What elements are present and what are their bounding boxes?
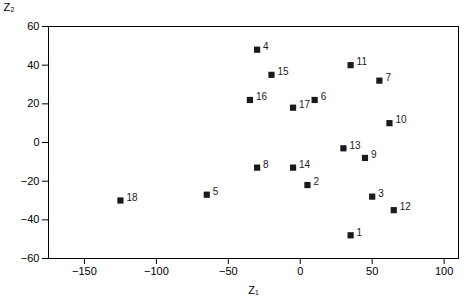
svg-text:−100: −100 bbox=[144, 265, 169, 277]
svg-text:20: 20 bbox=[27, 97, 39, 109]
svg-text:50: 50 bbox=[366, 265, 378, 277]
svg-text:−20: −20 bbox=[21, 175, 40, 187]
svg-text:−50: −50 bbox=[219, 265, 238, 277]
svg-text:Z₂: Z₂ bbox=[4, 1, 15, 13]
svg-text:60: 60 bbox=[27, 20, 39, 32]
svg-text:17: 17 bbox=[299, 99, 311, 110]
svg-text:10: 10 bbox=[395, 114, 407, 125]
svg-text:40: 40 bbox=[27, 59, 39, 71]
svg-text:14: 14 bbox=[299, 159, 311, 170]
svg-text:9: 9 bbox=[371, 149, 377, 160]
svg-text:18: 18 bbox=[126, 192, 138, 203]
svg-text:−150: −150 bbox=[72, 265, 97, 277]
svg-text:4: 4 bbox=[263, 41, 269, 52]
svg-text:100: 100 bbox=[435, 265, 453, 277]
svg-text:0: 0 bbox=[297, 265, 303, 277]
svg-text:−40: −40 bbox=[21, 213, 40, 225]
svg-text:12: 12 bbox=[400, 201, 412, 212]
svg-text:8: 8 bbox=[263, 159, 269, 170]
svg-text:11: 11 bbox=[357, 56, 368, 67]
svg-text:16: 16 bbox=[256, 91, 268, 102]
svg-text:6: 6 bbox=[321, 91, 327, 102]
svg-text:−60: −60 bbox=[21, 252, 40, 264]
svg-text:2: 2 bbox=[313, 176, 319, 187]
svg-text:1: 1 bbox=[357, 227, 363, 238]
svg-text:3: 3 bbox=[378, 188, 384, 199]
svg-text:Z₁: Z₁ bbox=[248, 284, 259, 296]
svg-text:0: 0 bbox=[33, 136, 39, 148]
svg-text:15: 15 bbox=[277, 66, 289, 77]
svg-text:13: 13 bbox=[349, 140, 361, 151]
svg-text:5: 5 bbox=[213, 186, 219, 197]
svg-text:7: 7 bbox=[385, 72, 391, 83]
